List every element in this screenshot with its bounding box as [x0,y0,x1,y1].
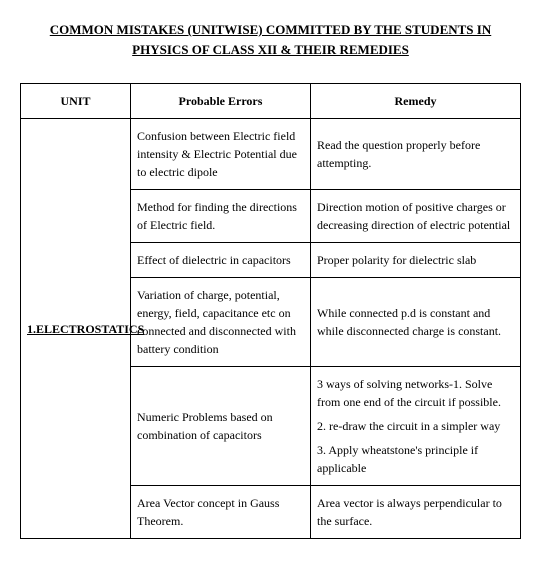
remedy-cell: Direction motion of positive charges or … [311,190,521,243]
title-line-2: PHYSICS OF CLASS XII & THEIR REMEDIES [132,42,409,57]
remedy-part: 3 ways of solving networks-1. Solve from… [317,375,514,411]
header-remedy: Remedy [311,84,521,119]
mistakes-table: UNIT Probable Errors Remedy 1.ELECTROSTA… [20,83,521,539]
error-cell: Effect of dielectric in capacitors [131,243,311,278]
remedy-cell: Proper polarity for dielectric slab [311,243,521,278]
remedy-cell: While connected p.d is constant and whil… [311,278,521,367]
page-title: COMMON MISTAKES (UNITWISE) COMMITTED BY … [20,20,521,59]
error-cell: Area Vector concept in Gauss Theorem. [131,486,311,539]
remedy-part: 3. Apply wheatstone's principle if appli… [317,441,514,477]
header-errors: Probable Errors [131,84,311,119]
table-row: 1.ELECTROSTATICS Confusion between Elect… [21,119,521,190]
remedy-part: 2. re-draw the circuit in a simpler way [317,417,514,435]
title-line-1: COMMON MISTAKES (UNITWISE) COMMITTED BY … [50,22,491,37]
error-cell: Numeric Problems based on combination of… [131,367,311,486]
error-cell: Variation of charge, potential, energy, … [131,278,311,367]
error-cell: Confusion between Electric field intensi… [131,119,311,190]
remedy-cell: Area vector is always perpendicular to t… [311,486,521,539]
remedy-cell: 3 ways of solving networks-1. Solve from… [311,367,521,486]
remedy-cell: Read the question properly before attemp… [311,119,521,190]
table-header-row: UNIT Probable Errors Remedy [21,84,521,119]
unit-cell: 1.ELECTROSTATICS [21,119,131,539]
header-unit: UNIT [21,84,131,119]
error-cell: Method for finding the directions of Ele… [131,190,311,243]
